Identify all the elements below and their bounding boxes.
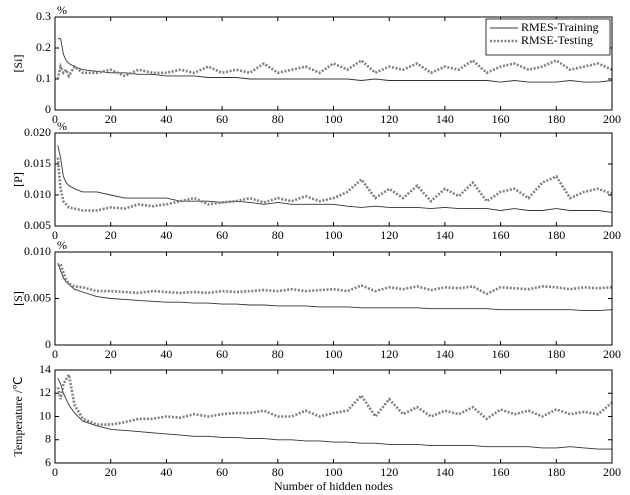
subplot: 0 0.005 0.010 0 20 40 60 80 100 120 140 160 180 200 [S… xyxy=(11,238,621,361)
x-tick-label: 40 xyxy=(160,347,172,361)
x-tick-label: 140 xyxy=(436,228,454,242)
data-line xyxy=(57,262,613,296)
data-line xyxy=(57,145,613,213)
x-tick-label: 60 xyxy=(216,112,228,126)
x-tick-label: 0 xyxy=(52,228,58,242)
axes-frame xyxy=(54,369,613,464)
data-line xyxy=(57,263,613,312)
y-axis-label: [S] xyxy=(11,291,25,306)
x-tick-label: 180 xyxy=(547,112,565,126)
x-tick-label: 100 xyxy=(325,112,343,126)
x-tick-label: 80 xyxy=(272,465,284,479)
y-tick-label: 8 xyxy=(45,432,51,446)
x-tick-label: 100 xyxy=(325,228,343,242)
axes-frame xyxy=(54,251,613,346)
legend-label: RMES-Training xyxy=(521,20,599,34)
x-tick-label: 20 xyxy=(105,112,117,126)
x-tick-label: 180 xyxy=(547,347,565,361)
y-tick-label: 0.010 xyxy=(24,244,51,258)
x-axis-label: Number of hidden nodes xyxy=(274,479,393,493)
x-tick-label: 140 xyxy=(436,112,454,126)
subplot: 0 0.1 0.2 0.3 0 20 40 60 80 100 120 140 160 180 200 [Si… xyxy=(11,3,621,126)
x-tick-label: 160 xyxy=(492,347,510,361)
y-tick-label: 0 xyxy=(45,337,51,351)
y-tick-label: 12 xyxy=(39,385,51,399)
x-tick-label: 60 xyxy=(216,465,228,479)
y-tick-label: 0.3 xyxy=(36,9,51,23)
unit-label: % xyxy=(57,119,67,133)
x-tick-label: 200 xyxy=(603,228,621,242)
x-tick-label: 120 xyxy=(380,112,398,126)
x-tick-label: 60 xyxy=(216,347,228,361)
x-tick-label: 120 xyxy=(380,228,398,242)
x-tick-label: 40 xyxy=(160,465,172,479)
axes-frame xyxy=(54,16,613,111)
x-tick-label: 200 xyxy=(603,347,621,361)
x-tick-label: 80 xyxy=(272,347,284,361)
data-line xyxy=(56,370,613,426)
y-tick-label: 0.005 xyxy=(24,218,51,232)
x-tick-label: 20 xyxy=(105,465,117,479)
y-tick-label: 0 xyxy=(45,102,51,116)
y-tick-label: 14 xyxy=(39,362,51,376)
y-tick-label: 0.015 xyxy=(24,156,51,170)
x-tick-label: 80 xyxy=(272,112,284,126)
x-tick-label: 40 xyxy=(160,112,172,126)
x-tick-label: 80 xyxy=(272,228,284,242)
x-tick-label: 40 xyxy=(160,228,172,242)
legend-label: RMSE-Testing xyxy=(521,33,593,47)
x-tick-label: 160 xyxy=(492,465,510,479)
y-tick-label: 0.2 xyxy=(36,40,51,54)
axes-frame xyxy=(54,132,613,227)
y-tick-label: 0.020 xyxy=(24,125,51,139)
x-tick-label: 20 xyxy=(105,228,117,242)
y-tick-label: 0.005 xyxy=(24,290,51,304)
x-tick-label: 160 xyxy=(492,228,510,242)
x-tick-label: 180 xyxy=(547,465,565,479)
x-tick-label: 120 xyxy=(380,465,398,479)
x-tick-label: 200 xyxy=(603,465,621,479)
x-tick-label: 60 xyxy=(216,228,228,242)
y-tick-label: 10 xyxy=(39,408,51,422)
x-tick-label: 200 xyxy=(603,112,621,126)
legend-box xyxy=(485,18,611,56)
x-tick-label: 100 xyxy=(325,465,343,479)
unit-label: % xyxy=(57,3,67,17)
x-tick-label: 160 xyxy=(492,112,510,126)
x-tick-label: 140 xyxy=(436,347,454,361)
y-axis-label: [P] xyxy=(11,172,25,187)
x-tick-label: 100 xyxy=(325,347,343,361)
x-tick-label: 140 xyxy=(436,465,454,479)
data-line xyxy=(56,58,613,80)
y-axis-label: [Si] xyxy=(11,54,25,72)
x-tick-label: 180 xyxy=(547,228,565,242)
x-tick-label: 120 xyxy=(380,347,398,361)
x-tick-label: 20 xyxy=(105,347,117,361)
y-axis-label: Temperature /℃ xyxy=(11,376,25,456)
x-tick-label: 0 xyxy=(52,112,58,126)
unit-label: % xyxy=(57,238,67,252)
y-tick-label: 0.1 xyxy=(36,71,51,85)
data-line xyxy=(56,157,613,212)
subplot: 0.005 0.010 0.015 0.020 0 20 40 60 80 100 120 140 16… xyxy=(11,119,621,242)
data-line xyxy=(57,377,612,450)
y-tick-label: 6 xyxy=(45,455,51,469)
x-tick-label: 0 xyxy=(52,347,58,361)
y-tick-label: 0.010 xyxy=(24,187,51,201)
x-tick-label: 0 xyxy=(52,465,58,479)
